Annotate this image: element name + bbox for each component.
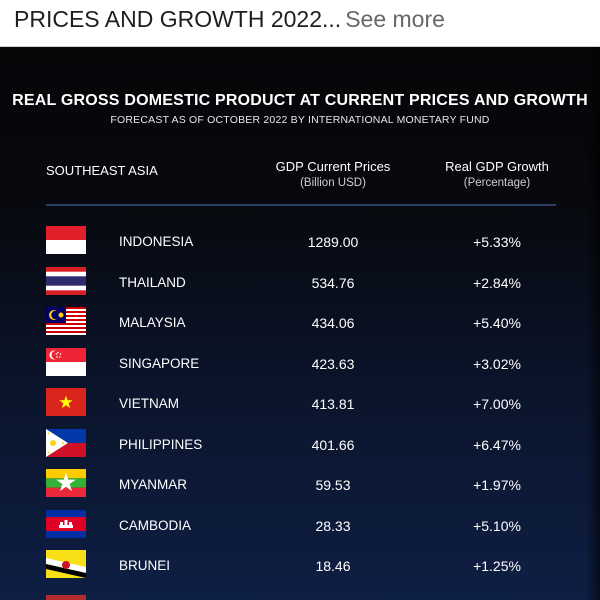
table-row: MALAYSIA 434.06 +5.40% [0,304,600,344]
growth-value: +1.25% [473,558,521,574]
growth-value: +3.02% [473,355,521,372]
growth-value: +7.00% [473,396,521,412]
growth-column-header: Real GDP Growth (Percentage) [412,159,582,189]
table-row: CAMBODIA 28.33 +5.10% [0,507,600,547]
growth-value: +5.33% [473,234,521,250]
indonesia-flag-icon [46,226,86,254]
gdp-header-label: GDP Current Prices [275,159,391,174]
country-name: INDONESIA [119,234,194,249]
see-more-link[interactable]: See more [345,6,445,32]
gdp-infographic-image[interactable]: REAL GROSS DOMESTIC PRODUCT AT CURRENT P… [0,47,600,600]
country-name: PHILIPPINES [119,436,203,452]
gdp-value: 413.81 [311,396,355,412]
table-row: THAILAND 534.76 +2.84% [0,264,600,304]
country-name: MALAYSIA [119,315,186,330]
brunei-flag-icon [46,550,86,578]
myanmar-flag-icon [46,469,86,497]
table-row: VIETNAM 413.81 +7.00% [0,385,600,425]
region-column-header: SOUTHEAST ASIA [46,163,158,178]
post-caption-bar: PRICES AND GROWTH 2022... See more [0,0,600,47]
partial-flag-icon [46,595,86,600]
post-caption-text: PRICES AND GROWTH 2022... [14,6,342,32]
table-row: MYANMAR 59.53 +1.97% [0,466,600,506]
gdp-column-header: GDP Current Prices (Billion USD) [248,159,418,189]
header-divider [46,204,556,206]
singapore-flag-icon [46,347,86,376]
infographic-title: REAL GROSS DOMESTIC PRODUCT AT CURRENT P… [12,92,588,109]
infographic-subtitle: FORECAST AS OF OCTOBER 2022 BY INTERNATI… [110,114,490,126]
gdp-value: 59.53 [315,477,351,493]
table-row: PHILIPPINES 401.66 +6.47% [0,426,600,466]
country-name: VIETNAM [119,396,180,411]
growth-value: +5.10% [473,517,521,534]
growth-value: +6.47% [473,436,521,453]
philippines-flag-icon [46,428,86,457]
growth-header-label: Real GDP Growth [445,159,549,174]
table-row: INDONESIA 1289.00 +5.33% [0,223,600,263]
thailand-flag-icon [46,266,86,295]
country-name: MYANMAR [119,477,188,492]
vietnam-flag-icon [46,388,86,416]
gdp-value: 534.76 [311,274,355,291]
gdp-value: 401.66 [311,436,355,453]
country-name: BRUNEI [119,558,171,573]
gdp-value: 1289.00 [307,234,359,250]
post-caption: PRICES AND GROWTH 2022... See more [14,6,445,33]
cambodia-flag-icon [46,509,86,538]
table-row: BRUNEI 18.46 +1.25% [0,547,600,587]
table-row: SINGAPORE 423.63 +3.02% [0,345,600,385]
gdp-value: 28.33 [315,517,351,534]
growth-value: +1.97% [473,477,521,493]
gdp-value: 18.46 [315,558,351,574]
malaysia-flag-icon [46,307,86,335]
gdp-value: 434.06 [311,315,355,331]
growth-value: +5.40% [473,315,521,331]
growth-value: +2.84% [473,274,521,291]
image-edge-shadow [586,47,600,600]
country-name: SINGAPORE [119,355,200,371]
gdp-header-unit: (Billion USD) [300,177,366,189]
country-name: CAMBODIA [119,517,192,533]
country-name: THAILAND [119,274,186,290]
gdp-value: 423.63 [311,355,355,372]
growth-header-unit: (Percentage) [463,177,531,189]
